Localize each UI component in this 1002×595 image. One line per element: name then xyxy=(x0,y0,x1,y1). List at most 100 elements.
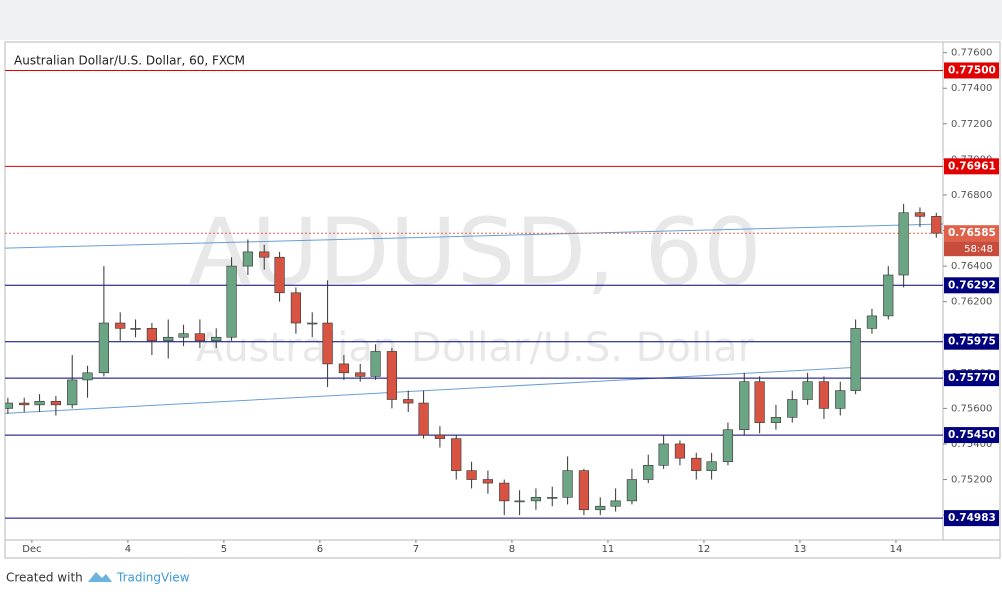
candle-body xyxy=(898,212,909,276)
countdown-box xyxy=(944,241,999,257)
candle-body xyxy=(19,402,30,406)
x-tick-label: Dec xyxy=(22,544,41,555)
candle-body xyxy=(739,381,750,431)
candle-body xyxy=(50,400,61,406)
level-label: 0.76585 xyxy=(948,227,996,239)
candle-body xyxy=(386,351,398,400)
candle-body xyxy=(626,479,638,502)
candle-body xyxy=(226,265,237,338)
candle-body xyxy=(274,256,285,294)
y-tick-label: 0.77600 xyxy=(951,48,992,59)
candle-body xyxy=(722,429,734,463)
candle-body xyxy=(259,251,270,258)
candle-body xyxy=(290,292,302,324)
level-label-box xyxy=(944,225,999,242)
trend-line xyxy=(5,366,858,414)
candle-body xyxy=(163,336,174,342)
y-tick-label: 0.77400 xyxy=(951,83,992,94)
candle-body xyxy=(115,322,126,329)
candle-body xyxy=(802,381,813,400)
candle-body xyxy=(754,381,765,423)
countdown: 58:48 xyxy=(964,244,993,255)
y-tick-label: 0.75600 xyxy=(951,403,992,414)
x-tick-label: 8 xyxy=(509,544,515,555)
candle-body xyxy=(643,464,654,480)
y-tick-label: 0.77200 xyxy=(951,119,992,130)
candle-body xyxy=(610,500,621,507)
level-label: 0.75450 xyxy=(948,429,996,441)
candle-body xyxy=(674,443,686,459)
candle-body xyxy=(34,400,45,406)
candle-body xyxy=(370,351,381,377)
candle-body xyxy=(787,399,798,418)
level-label: 0.76961 xyxy=(948,160,996,172)
candle-body xyxy=(931,216,942,234)
x-tick-label: 13 xyxy=(794,544,807,555)
x-tick-label: 4 xyxy=(125,544,131,555)
candle-body xyxy=(451,438,462,471)
trend-line xyxy=(5,223,943,249)
level-label: 0.75975 xyxy=(948,336,996,348)
candle-body xyxy=(914,212,926,217)
candle-body xyxy=(242,251,254,267)
candle-body xyxy=(434,434,446,439)
candle-body xyxy=(67,379,78,406)
top-strip xyxy=(0,0,1002,40)
level-label-box xyxy=(944,158,999,175)
candle-body xyxy=(82,372,93,381)
plot-layer xyxy=(5,69,943,519)
candle-body xyxy=(706,461,717,471)
candle-body xyxy=(770,416,782,423)
level-label: 0.76292 xyxy=(948,279,996,291)
watermark-subtitle: Australian Dollar/U.S. Dollar xyxy=(196,325,755,371)
candle-body xyxy=(835,390,846,409)
candle-body xyxy=(418,402,429,436)
level-label-box xyxy=(944,510,999,527)
candle-body xyxy=(322,322,333,365)
candle-body xyxy=(307,322,318,325)
x-tick-label: 12 xyxy=(698,544,711,555)
x-tick-label: 11 xyxy=(602,544,615,555)
x-tick-label: 5 xyxy=(221,544,227,555)
logo-icon xyxy=(88,572,112,582)
candle-body xyxy=(514,500,525,503)
candle-body xyxy=(547,497,558,499)
level-label-box xyxy=(944,427,999,444)
level-label: 0.75770 xyxy=(948,372,996,384)
level-label-box xyxy=(944,277,999,294)
level-label-box xyxy=(944,62,999,79)
plot-area xyxy=(4,41,944,541)
candle-body xyxy=(866,315,878,329)
candle-body xyxy=(146,328,157,342)
level-label: 0.74983 xyxy=(948,512,996,524)
candle-body xyxy=(178,333,189,338)
footer-brand[interactable]: TradingView xyxy=(116,571,190,585)
y-tick-label: 0.75400 xyxy=(951,439,992,450)
candle-body xyxy=(883,274,894,317)
candle-body xyxy=(499,482,510,502)
x-tick-label: 14 xyxy=(890,544,903,555)
candle-body xyxy=(850,328,861,391)
x-tick-label: 7 xyxy=(413,544,419,555)
candle-body xyxy=(658,443,669,466)
x-tick-label: 6 xyxy=(317,544,323,555)
candle-body xyxy=(355,372,366,377)
candle-body xyxy=(578,470,590,511)
y-tick-label: 0.76800 xyxy=(951,190,992,201)
tv-logo xyxy=(88,572,112,582)
candle-body xyxy=(818,381,830,409)
watermark: AUDUSD, 60 xyxy=(188,198,761,305)
level-label: 0.77500 xyxy=(948,64,996,76)
candle-body xyxy=(5,402,13,409)
y-tick-label: 0.76400 xyxy=(951,261,992,272)
y-tick-label: 0.75200 xyxy=(951,475,992,486)
candle-body xyxy=(482,479,494,484)
level-label-box xyxy=(944,370,999,387)
axis-layer: 0.776000.774000.772000.770000.768000.766… xyxy=(22,48,999,555)
candle-body xyxy=(562,470,573,498)
candle-body xyxy=(211,336,222,342)
candle-body xyxy=(194,333,205,342)
candle-body xyxy=(98,322,109,374)
candle-body xyxy=(130,328,141,330)
chart-title: Australian Dollar/U.S. Dollar, 60, FXCM xyxy=(14,54,245,68)
